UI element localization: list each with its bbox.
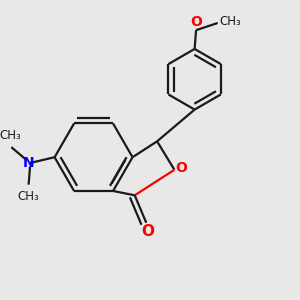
Text: CH₃: CH₃ [18, 190, 40, 203]
Text: CH₃: CH₃ [219, 15, 241, 28]
Text: N: N [23, 156, 34, 170]
Text: CH₃: CH₃ [0, 129, 21, 142]
Text: O: O [141, 224, 154, 239]
Text: O: O [176, 161, 188, 175]
Text: O: O [190, 15, 202, 29]
